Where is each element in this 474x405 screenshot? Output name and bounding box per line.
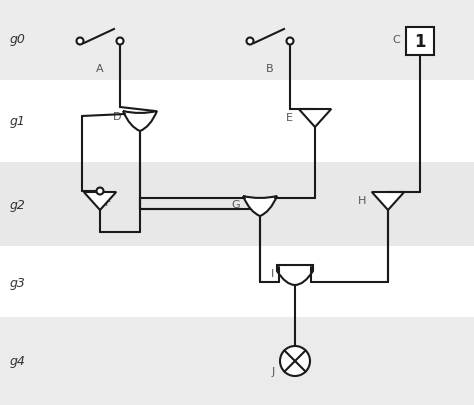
Circle shape	[97, 188, 103, 195]
Bar	[0, 0, 474, 81]
Bar	[0, 162, 474, 246]
Circle shape	[76, 38, 83, 45]
Text: g3: g3	[10, 276, 26, 289]
Text: 1: 1	[414, 33, 426, 51]
Polygon shape	[84, 192, 116, 211]
Text: F: F	[105, 198, 111, 207]
PathPatch shape	[243, 196, 277, 216]
Polygon shape	[372, 192, 404, 211]
Text: A: A	[96, 64, 104, 74]
Bar	[0, 81, 474, 162]
Circle shape	[246, 38, 254, 45]
Circle shape	[286, 38, 293, 45]
Bar	[0, 246, 474, 317]
PathPatch shape	[123, 112, 157, 132]
Text: B: B	[266, 64, 274, 74]
Polygon shape	[299, 110, 331, 128]
Bar	[0, 317, 474, 405]
Bar	[406, 28, 434, 56]
Text: E: E	[286, 113, 293, 123]
Text: G: G	[231, 200, 240, 209]
Text: C: C	[392, 35, 400, 45]
Circle shape	[280, 346, 310, 376]
Text: D: D	[112, 112, 121, 122]
Text: H: H	[357, 196, 366, 205]
Text: g1: g1	[10, 115, 26, 128]
Circle shape	[117, 38, 124, 45]
PathPatch shape	[277, 265, 313, 285]
Text: I: I	[271, 269, 274, 278]
Text: g4: g4	[10, 355, 26, 368]
Text: J: J	[272, 366, 275, 376]
Text: g0: g0	[10, 34, 26, 47]
Text: g2: g2	[10, 198, 26, 211]
